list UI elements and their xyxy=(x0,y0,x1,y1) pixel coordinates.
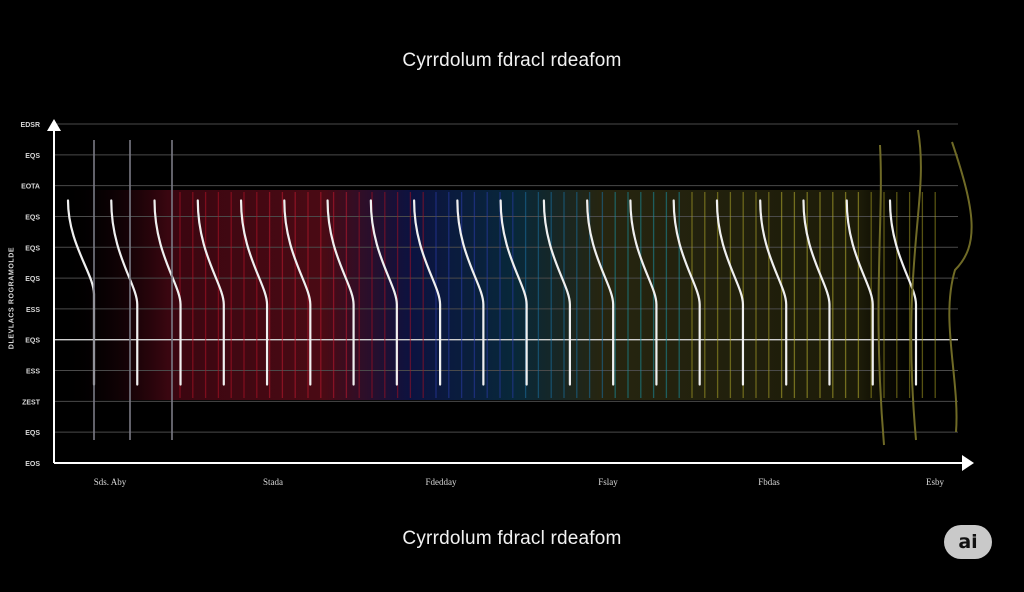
y-tick-label: EDSR xyxy=(21,122,40,129)
ai-badge[interactable]: ai xyxy=(944,525,992,559)
color-band-layer xyxy=(64,190,930,400)
y-axis-label: DLEVLACS ROGRAMOLDE xyxy=(8,246,16,350)
y-tick-label: EOS xyxy=(25,461,40,468)
y-tick-labels: EDSR EQS EOTA EQS EQS EQS ESS EQS ESS ZEST EQS EOS xyxy=(21,122,41,468)
series-line xyxy=(672,199,701,386)
x-tick-label: Fslay xyxy=(598,477,618,487)
y-tick-label: ZEST xyxy=(22,399,41,406)
series-line xyxy=(542,199,571,386)
x-tick-labels: Sds. Aby Stada Fdedday Fslay Fbdas Esby xyxy=(94,477,945,487)
x-tick-label: Fbdas xyxy=(758,477,780,487)
y-axis-arrow xyxy=(47,119,61,131)
y-tick-label: EQS xyxy=(25,245,40,252)
x-tick-label: Fdedday xyxy=(426,477,457,487)
series-line xyxy=(456,199,485,386)
chart-caption: Cyrrdolum fdracl rdeafom xyxy=(402,528,622,549)
y-tick-label: EQS xyxy=(25,276,40,283)
series-line xyxy=(802,199,831,386)
x-tick-label: Sds. Aby xyxy=(94,477,127,487)
wave-line xyxy=(877,144,885,446)
wave-line xyxy=(910,129,922,441)
series-line xyxy=(413,199,442,386)
x-tick-label: Esby xyxy=(926,477,945,487)
series-line xyxy=(326,199,355,386)
y-tick-label: ESS xyxy=(26,307,40,314)
y-tick-label: EQS xyxy=(25,338,40,345)
series-layer xyxy=(66,129,973,446)
series-line xyxy=(499,199,528,386)
series-line xyxy=(239,199,269,386)
series-line xyxy=(845,199,874,386)
series-line xyxy=(759,199,788,386)
y-tick-label: ESS xyxy=(26,369,40,376)
wave-line xyxy=(948,141,973,433)
series-line xyxy=(110,199,139,386)
y-tick-label: EQS xyxy=(25,214,40,221)
color-band xyxy=(64,190,930,400)
y-tick-label: EOTA xyxy=(21,184,40,191)
series-line xyxy=(153,199,182,386)
series-line xyxy=(629,199,658,386)
x-axis-arrow xyxy=(962,455,974,471)
series-line xyxy=(283,199,312,386)
series-line xyxy=(888,199,918,386)
chart-title: Cyrrdolum fdracl rdeafom xyxy=(402,50,622,71)
y-tick-label: EQS xyxy=(25,153,40,160)
series-line xyxy=(196,199,225,386)
x-tick-label: Stada xyxy=(263,477,283,487)
series-line xyxy=(586,199,615,386)
series-line xyxy=(369,199,398,386)
series-line xyxy=(715,199,745,386)
y-tick-label: EQS xyxy=(25,430,40,437)
axis-layer xyxy=(47,119,974,471)
